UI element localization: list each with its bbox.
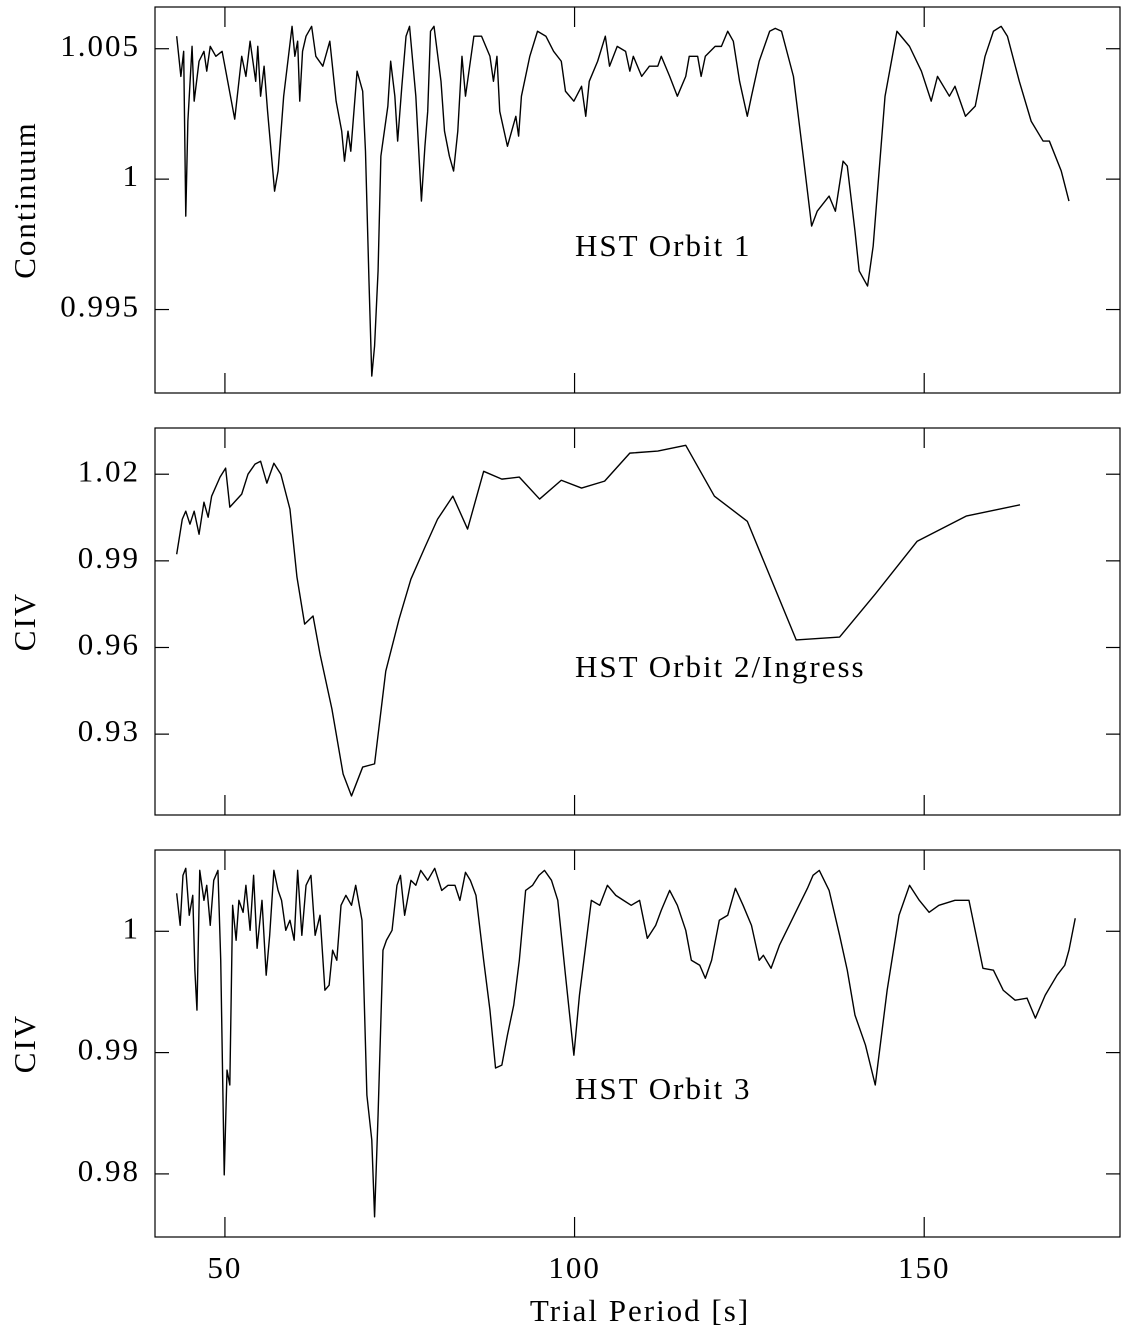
panel-frame	[154, 427, 1121, 816]
y-tick-label: 0.93	[78, 713, 140, 748]
y-tick-label: 0.98	[78, 1153, 140, 1188]
y-axis-label: CIV	[7, 1014, 42, 1073]
data-line	[175, 444, 1021, 797]
y-tick-label: 1.02	[78, 453, 140, 488]
data-line	[175, 867, 1076, 1218]
y-tick-label: 0.995	[60, 289, 140, 324]
panel-frame	[154, 849, 1121, 1238]
y-tick-label: 1	[123, 158, 141, 193]
y-axis-label: CIV	[7, 592, 42, 651]
y-tick-label: 0.99	[78, 540, 140, 575]
y-tick-label: 1.005	[60, 28, 140, 63]
annotation: HST Orbit 1	[575, 228, 751, 263]
x-tick-label: 50	[207, 1250, 242, 1285]
x-tick-label: 150	[898, 1250, 951, 1285]
y-tick-label: 1	[123, 910, 141, 945]
annotation: HST Orbit 2/Ingress	[575, 649, 866, 684]
annotation: HST Orbit 3	[575, 1071, 751, 1106]
data-line	[175, 25, 1070, 377]
x-axis-label: Trial Period [s]	[530, 1293, 750, 1328]
panel-frame	[154, 6, 1121, 394]
y-axis-label: Continuum	[7, 121, 42, 279]
x-tick-label: 100	[548, 1250, 601, 1285]
y-tick-label: 0.96	[78, 627, 140, 662]
y-tick-label: 0.99	[78, 1032, 140, 1067]
